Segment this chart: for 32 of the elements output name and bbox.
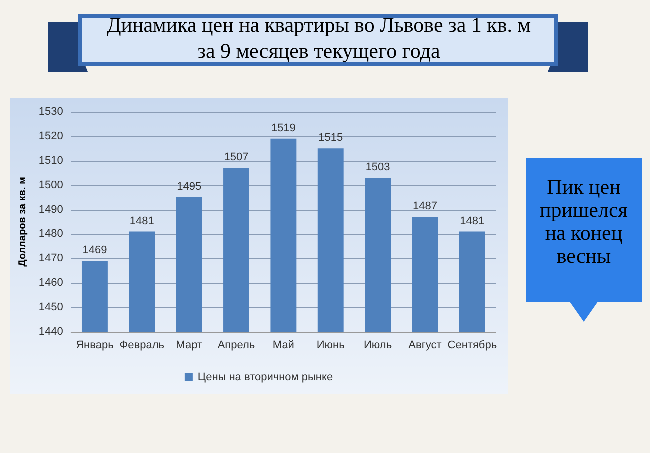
y-tick-label: 1480 xyxy=(38,228,64,240)
y-tick-label: 1460 xyxy=(38,277,64,290)
y-tick-label: 1490 xyxy=(38,204,64,216)
x-tick-label: Январь xyxy=(76,340,114,352)
data-label: 1495 xyxy=(177,181,202,194)
legend-label: Цены на вторичном рынке xyxy=(198,372,334,384)
y-tick-label: 1440 xyxy=(38,326,64,338)
x-tick-label: Май xyxy=(272,340,294,352)
x-tick-label: Февраль xyxy=(120,340,165,352)
x-tick-label: Сентябрь xyxy=(448,340,498,352)
x-tick-label: Август xyxy=(408,340,442,352)
data-label: 1487 xyxy=(412,200,438,213)
data-label: 1519 xyxy=(271,122,296,134)
data-label: 1481 xyxy=(130,215,154,228)
y-tick-label: 1520 xyxy=(38,130,64,142)
y-tick-label: 1530 xyxy=(38,106,64,118)
y-axis-title: Долларов за кв. м xyxy=(18,177,28,267)
y-tick-label: 1470 xyxy=(38,252,64,265)
data-label: 1469 xyxy=(82,244,108,257)
data-label: 1507 xyxy=(224,152,249,164)
x-tick-label: Апрель xyxy=(218,340,256,352)
chart-title: Динамика цен на квартиры во Львове за 1 кв. м за 9 месяцев текущего года xyxy=(80,12,558,68)
data-label: 1515 xyxy=(318,132,344,144)
x-tick-label: Июль xyxy=(364,340,392,352)
data-label: 1503 xyxy=(366,162,390,174)
y-tick-label: 1500 xyxy=(38,179,64,192)
y-tick-label: 1510 xyxy=(38,154,64,167)
data-label: 1481 xyxy=(460,215,485,228)
x-tick-label: Март xyxy=(176,340,202,352)
x-tick-label: Июнь xyxy=(316,340,346,352)
text: Пик цен пришелся на конец весны xyxy=(539,175,629,268)
y-tick-label: 1450 xyxy=(38,302,64,314)
